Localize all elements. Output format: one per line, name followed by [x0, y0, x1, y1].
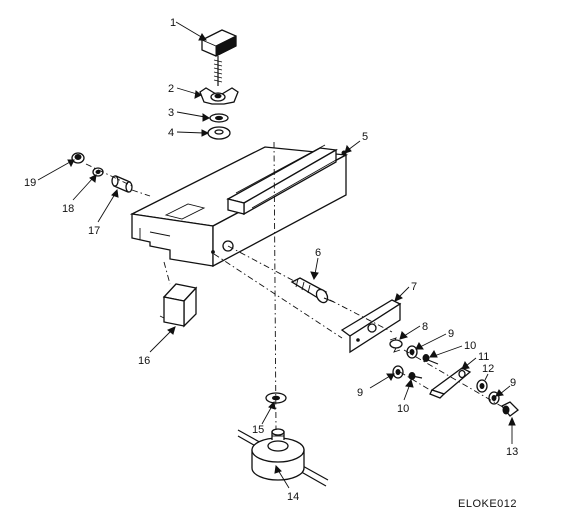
callout-2: 2	[168, 83, 174, 95]
callout-7: 7	[411, 281, 417, 293]
part-10-pin-upper	[422, 354, 439, 365]
callout-12: 12	[482, 363, 494, 375]
callout-14: 14	[287, 491, 299, 503]
part-8-spring	[389, 337, 403, 353]
part-17-sleeve	[111, 175, 133, 193]
callout-15: 15	[252, 424, 264, 436]
drawing-code: ELOKE012	[458, 498, 517, 510]
part-9-washer-upper	[406, 345, 418, 359]
part-3-lock-washer	[209, 113, 229, 123]
callout-9-right: 9	[510, 377, 516, 389]
part-13-screw	[500, 401, 519, 417]
part-10-pin-lower	[408, 372, 423, 380]
callout-1: 1	[170, 17, 176, 29]
part-1-thumb-screw	[201, 29, 237, 86]
callout-4: 4	[168, 127, 174, 139]
callout-13: 13	[506, 446, 518, 458]
callout-6: 6	[315, 247, 321, 259]
part-4-flat-washer	[207, 126, 231, 140]
callout-5: 5	[362, 131, 368, 143]
callout-18: 18	[62, 203, 74, 215]
part-7-bracket	[340, 299, 402, 354]
part-15-washer	[265, 392, 287, 404]
callout-16: 16	[138, 355, 150, 367]
part-2-wing-nut	[199, 87, 239, 105]
part-19-cap-screw	[71, 152, 85, 164]
part-5-guide-rail	[226, 144, 347, 216]
callout-8: 8	[422, 321, 428, 333]
callout-17: 17	[88, 225, 100, 237]
part-18-nut	[92, 167, 104, 177]
callout-11: 11	[478, 351, 489, 363]
callout-9-upper: 9	[448, 328, 454, 340]
alignment-lines	[85, 141, 509, 431]
callout-3: 3	[168, 107, 174, 119]
part-9-washer-lower	[392, 365, 404, 379]
callout-19: 19	[24, 177, 36, 189]
part-14-knob-assembly	[237, 428, 329, 487]
part-16-block	[159, 283, 198, 328]
callout-labels: 1 2 3 4 5 6 7 8 9 10 11 12 9 13 14 15 16…	[24, 17, 518, 503]
callout-10-upper: 10	[464, 340, 476, 352]
part-6-plunger	[290, 277, 335, 304]
part-12-washer	[476, 379, 488, 393]
callout-10-lower: 10	[397, 403, 409, 415]
part-11-latch	[429, 367, 472, 399]
callout-9-lower: 9	[357, 387, 363, 399]
callout-leaders	[37, 21, 516, 489]
